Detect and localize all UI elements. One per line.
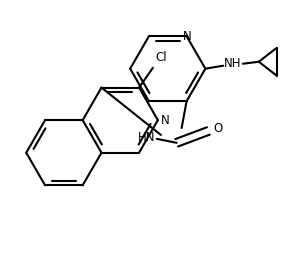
Text: N: N — [160, 114, 169, 127]
Text: O: O — [214, 122, 223, 135]
Text: Cl: Cl — [155, 51, 167, 64]
Text: N: N — [183, 30, 192, 43]
Text: HN: HN — [138, 131, 156, 144]
Text: NH: NH — [224, 57, 242, 70]
